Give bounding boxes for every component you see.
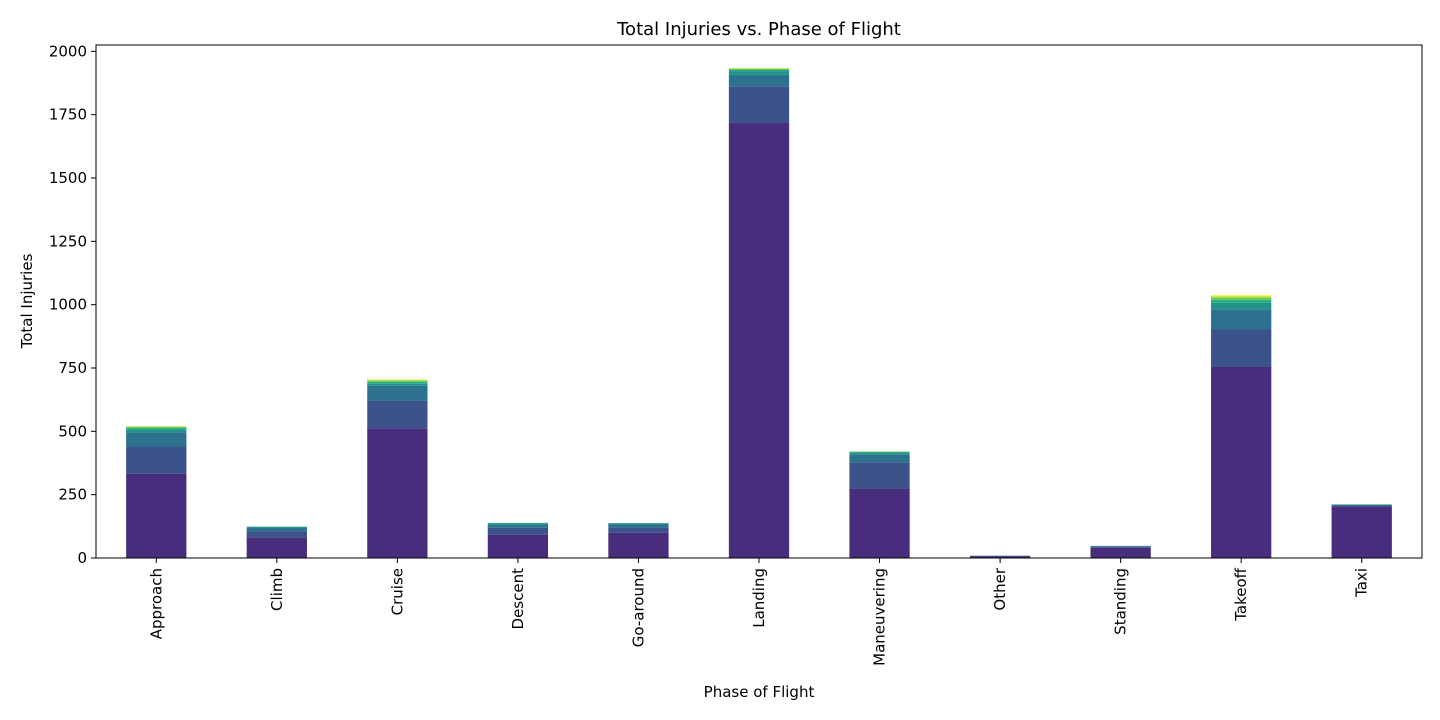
x-tick-label: Approach xyxy=(147,568,165,639)
bar-climb-segment-1 xyxy=(246,531,307,538)
bar-landing-segment-5 xyxy=(728,68,790,70)
bar-approach-segment-2 xyxy=(126,432,187,447)
bar-maneuvering-segment-4 xyxy=(849,451,910,453)
y-axis-label: Total Injuries xyxy=(18,253,36,349)
x-tick-label: Climb xyxy=(268,568,286,611)
bar-maneuvering-segment-1 xyxy=(849,462,910,489)
bar-takeoff-segment-5 xyxy=(1211,297,1272,300)
bar-descent-segment-1 xyxy=(487,527,549,535)
bar-taxi-segment-1 xyxy=(1331,505,1392,507)
x-tick-label: Taxi xyxy=(1353,568,1371,598)
bar-taxi-segment-2 xyxy=(1331,504,1392,506)
y-tick-label: 1750 xyxy=(49,106,87,124)
y-tick-label: 0 xyxy=(77,549,87,567)
y-tick-label: 250 xyxy=(58,486,87,504)
bar-cruise-segment-1 xyxy=(367,400,428,429)
bar-approach-segment-4 xyxy=(126,427,187,430)
y-tick-label: 750 xyxy=(58,359,87,377)
bar-approach-segment-5 xyxy=(126,427,187,428)
x-tick-label: Landing xyxy=(750,568,768,628)
bar-approach-segment-0 xyxy=(126,473,187,558)
bar-cruise-segment-5 xyxy=(367,380,428,382)
y-axis: 0 250 500 750 1000 1250 1500 1750 2000 xyxy=(49,42,96,567)
bar-approach-segment-6 xyxy=(126,426,187,428)
bar-takeoff-segment-4 xyxy=(1211,299,1272,303)
x-axis-label: Phase of Flight xyxy=(704,683,815,701)
bar-cruise-segment-2 xyxy=(367,385,428,401)
bar-go-around-segment-0 xyxy=(608,532,669,558)
bar-cruise-segment-7 xyxy=(367,379,428,380)
bar-standing-segment-1 xyxy=(1090,546,1151,548)
bar-descent-segment-4 xyxy=(487,523,549,524)
x-tick-label: Takeoff xyxy=(1232,567,1250,621)
x-tick-label: Go-around xyxy=(629,568,647,647)
y-tick-label: 2000 xyxy=(49,42,87,60)
y-tick-label: 500 xyxy=(58,422,87,440)
bar-takeoff-segment-2 xyxy=(1211,309,1272,330)
bar-go-around-segment-1 xyxy=(608,527,669,533)
bar-climb-segment-0 xyxy=(246,537,307,558)
x-tick-label: Other xyxy=(991,567,1009,610)
bars-group xyxy=(126,68,1392,558)
y-tick-label: 1500 xyxy=(49,169,87,187)
bar-landing-segment-2 xyxy=(728,74,790,87)
x-tick-label: Maneuvering xyxy=(871,568,889,666)
bar-cruise-segment-4 xyxy=(367,381,428,384)
bar-go-around-segment-2 xyxy=(608,524,669,528)
bar-takeoff-segment-3 xyxy=(1211,302,1272,310)
bar-cruise-segment-3 xyxy=(367,383,428,386)
bar-standing-segment-2 xyxy=(1090,546,1151,547)
plot-frame xyxy=(95,44,1423,559)
bar-taxi-segment-0 xyxy=(1331,506,1392,558)
bar-landing-segment-0 xyxy=(728,123,790,558)
x-tick-label: Descent xyxy=(509,568,527,630)
bar-approach-segment-3 xyxy=(126,429,187,433)
x-tick-label: Standing xyxy=(1112,568,1130,635)
y-tick-label: 1000 xyxy=(49,296,87,314)
bar-standing-segment-0 xyxy=(1090,547,1151,558)
x-tick-label: Cruise xyxy=(388,568,406,615)
x-axis: Approach Climb Cruise Descent Go-around Landi… xyxy=(147,558,1371,666)
bar-go-around-segment-3 xyxy=(608,523,669,525)
bar-climb-segment-3 xyxy=(246,526,307,528)
bar-takeoff-segment-1 xyxy=(1211,329,1272,367)
bar-takeoff-segment-7 xyxy=(1211,295,1272,297)
bar-descent-segment-3 xyxy=(487,523,549,525)
bar-cruise-segment-6 xyxy=(367,379,428,381)
bar-landing-segment-3 xyxy=(728,71,790,75)
bar-takeoff-segment-6 xyxy=(1211,296,1272,298)
bar-approach-segment-1 xyxy=(126,446,187,474)
bar-takeoff-segment-0 xyxy=(1211,366,1272,558)
y-tick-label: 1250 xyxy=(49,232,87,250)
bar-cruise-segment-0 xyxy=(367,428,428,558)
bar-other-segment-1 xyxy=(969,555,1031,557)
bar-descent-segment-2 xyxy=(487,524,549,528)
chart-title: Total Injuries vs. Phase of Flight xyxy=(616,19,901,40)
bar-descent-segment-0 xyxy=(487,534,549,558)
bar-maneuvering-segment-3 xyxy=(849,452,910,455)
bar-maneuvering-segment-2 xyxy=(849,454,910,463)
bar-climb-segment-2 xyxy=(246,527,307,532)
bar-other-segment-0 xyxy=(969,556,1031,558)
bar-maneuvering-segment-0 xyxy=(849,488,910,558)
bar-landing-segment-6 xyxy=(728,68,790,69)
bar-landing-segment-4 xyxy=(728,69,790,72)
bar-landing-segment-1 xyxy=(728,86,790,124)
